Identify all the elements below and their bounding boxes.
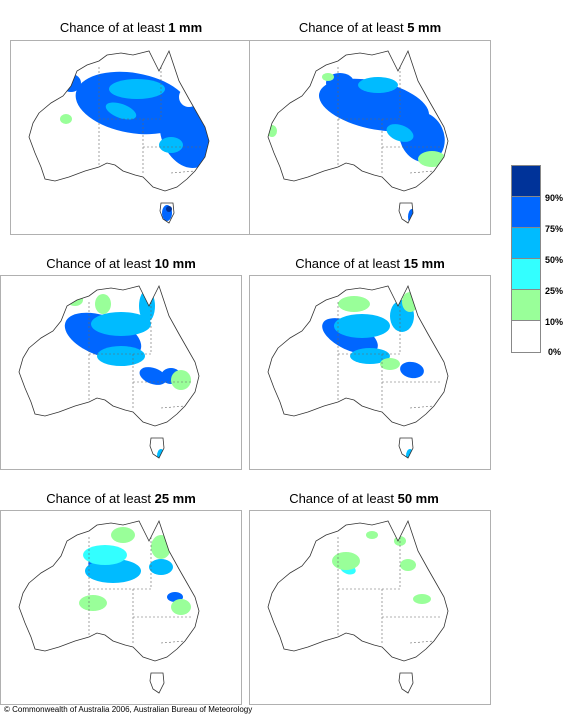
legend-label-0: 0%: [548, 347, 562, 357]
rainfall-probability-area: [95, 294, 111, 314]
map-panel-5mm: [249, 40, 491, 235]
australia-map: [267, 519, 449, 694]
map-panel-1mm: [10, 40, 252, 235]
state-border: [170, 170, 196, 174]
panel-title-50mm: Chance of at least 50 mm: [289, 491, 439, 506]
australia-map: [18, 519, 200, 694]
rainfall-probability-area: [366, 531, 378, 539]
rainfall-probability-area: [85, 559, 141, 583]
legend-swatch-75to90: [512, 197, 540, 228]
rainfall-probability-area: [109, 79, 165, 99]
coastline: [267, 49, 449, 192]
rainfall-probability-area: [160, 457, 166, 458]
rainfall-probability-area: [386, 124, 414, 142]
map-panel-25mm: [0, 510, 242, 705]
legend-label-25: 25%: [545, 286, 564, 296]
state-border: [160, 640, 186, 644]
coastline: [267, 284, 449, 427]
rainfall-probability-area: [400, 559, 416, 571]
rainfall-probability-area: [399, 111, 445, 163]
state-border: [409, 640, 435, 644]
panel-title-5mm: Chance of at least 5 mm: [298, 20, 442, 35]
tasmania-coastline: [149, 672, 165, 694]
rainfall-probability-area: [418, 151, 446, 167]
rainfall-probability-area: [400, 361, 424, 379]
coastline: [28, 49, 210, 192]
rainfall-probability-area: [358, 77, 398, 93]
rainfall-probability-area: [139, 290, 155, 322]
rainfall-probability-area: [350, 348, 390, 364]
rainfall-probability-area: [171, 599, 191, 615]
state-border: [160, 405, 186, 409]
rainfall-probability-area: [334, 314, 390, 338]
rainfall-probability-area: [105, 102, 137, 120]
tasmania-coastline: [398, 202, 414, 224]
legend-label-50: 50%: [545, 255, 564, 265]
rainfall-probability-area: [79, 595, 107, 611]
rainfall-probability-area: [179, 87, 199, 107]
rainfall-probability-area: [97, 346, 145, 366]
panel-title-10mm: Chance of at least 10 mm: [46, 256, 196, 271]
coastline: [18, 284, 200, 427]
tasmania-coastline: [398, 437, 414, 459]
australia-map: [267, 49, 449, 224]
coastline: [267, 519, 449, 662]
australia-map: [18, 284, 200, 459]
rainfall-probability-area: [111, 527, 135, 543]
legend-label-10: 10%: [545, 317, 564, 327]
legend-swatch-50to75: [512, 228, 540, 259]
panel-title-15mm: Chance of at least 15 mm: [295, 256, 445, 271]
rainfall-probability-area: [157, 449, 165, 458]
state-border: [409, 170, 435, 174]
rainfall-probability-area: [139, 367, 167, 385]
rainfall-probability-area: [380, 358, 400, 370]
rainfall-probability-area: [318, 78, 430, 132]
rainfall-probability-area: [171, 370, 191, 390]
rainfall-probability-area: [159, 137, 183, 153]
legend-colorbar: [511, 165, 541, 353]
rainfall-probability-area: [338, 296, 370, 312]
legend-swatch-10to25: [512, 290, 540, 321]
rainfall-probability-area: [406, 449, 414, 458]
tasmania-coastline: [149, 437, 165, 459]
map-panel-15mm: [249, 275, 491, 470]
legend-swatch-over90: [512, 166, 540, 197]
rainfall-probability-area: [166, 206, 172, 212]
rainfall-probability-area: [332, 552, 360, 570]
panel-title-1mm: Chance of at least 1 mm: [59, 20, 203, 35]
legend-swatch-0to10: [512, 321, 540, 352]
rainfall-probability-area: [413, 594, 431, 604]
rainfall-probability-area: [60, 114, 72, 124]
legend-label-90: 90%: [545, 193, 564, 203]
tasmania-coastline: [159, 202, 175, 224]
panel-title-25mm: Chance of at least 25 mm: [46, 491, 196, 506]
rainfall-probability-area: [322, 73, 334, 81]
rainfall-probability-area: [91, 312, 151, 336]
legend-swatch-25to50: [512, 259, 540, 290]
coastline: [18, 519, 200, 662]
map-panel-10mm: [0, 275, 242, 470]
legend-label-75: 75%: [545, 224, 564, 234]
australia-map: [28, 49, 210, 224]
rainfall-probability-area: [61, 74, 81, 92]
map-panel-50mm: [249, 510, 491, 705]
copyright-footer: © Commonwealth of Australia 2006, Austra…: [4, 705, 253, 714]
rainfall-probability-area: [408, 209, 416, 223]
tasmania-coastline: [398, 672, 414, 694]
rainfall-probability-area: [149, 559, 173, 575]
rainfall-probability-area: [83, 545, 127, 565]
state-border: [409, 405, 435, 409]
australia-map: [267, 284, 449, 459]
